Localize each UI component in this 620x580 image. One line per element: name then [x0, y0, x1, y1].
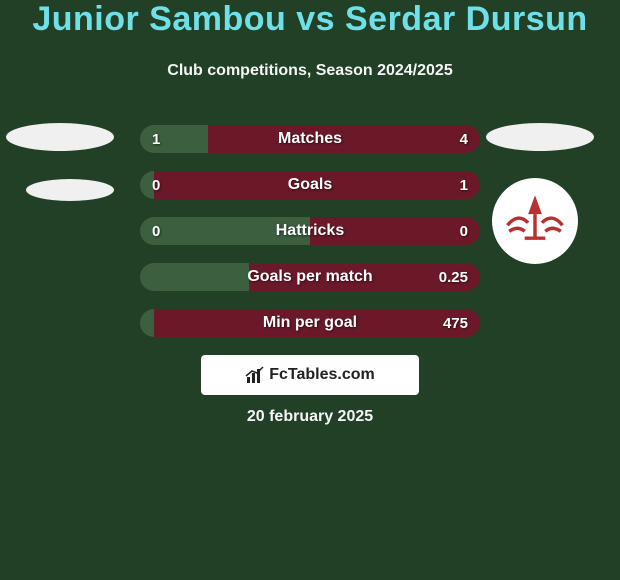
bar-value-left: 1 [152, 125, 160, 153]
bar-value-right: 1 [460, 171, 468, 199]
site-logo-text: FcTables.com [269, 366, 375, 384]
bar-label: Goals per match [140, 263, 480, 291]
stat-bar: Hattricks0 0 [140, 217, 480, 245]
chart-icon [245, 365, 265, 385]
page-subtitle: Club competitions, Season 2024/2025 [0, 62, 620, 80]
bar-value-left: 0 [152, 217, 160, 245]
bar-label: Matches [140, 125, 480, 153]
page-title: Junior Sambou vs Serdar Dursun [0, 0, 620, 39]
bar-value-left: 0 [152, 171, 160, 199]
bar-label: Goals [140, 171, 480, 199]
site-logo-box: FcTables.com [201, 355, 419, 395]
stat-bar: Goals0 1 [140, 171, 480, 199]
bar-value-right: 0.25 [439, 263, 468, 291]
bar-value-right: 0 [460, 217, 468, 245]
comparison-canvas: Junior Sambou vs Serdar Dursun Club comp… [0, 0, 620, 580]
stat-bar: Goals per match0.25 [140, 263, 480, 291]
bar-value-right: 475 [443, 309, 468, 337]
bar-value-right: 4 [460, 125, 468, 153]
bar-label: Hattricks [140, 217, 480, 245]
stat-bar: Min per goal475 [140, 309, 480, 337]
snapshot-date: 20 february 2025 [0, 408, 620, 426]
comparison-bars: Matches14Goals01Hattricks00Goals per mat… [0, 125, 620, 355]
bar-label: Min per goal [140, 309, 480, 337]
stat-bar: Matches1 4 [140, 125, 480, 153]
